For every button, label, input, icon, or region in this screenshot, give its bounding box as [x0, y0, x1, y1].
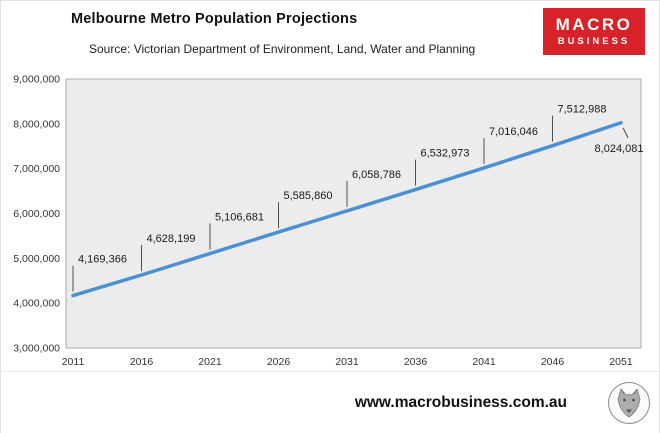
data-point-label: 6,058,786	[352, 169, 401, 181]
chart-area: 3,000,000 4,000,000 5,000,000 6,000,000 7,00…	[1, 71, 659, 371]
projection-line	[71, 121, 623, 298]
plot-area	[65, 78, 642, 349]
data-point-label: 4,169,366	[78, 254, 127, 266]
x-tick-label: 2026	[267, 356, 291, 368]
data-point-label: 7,016,046	[489, 126, 538, 138]
x-tick-label: 2036	[404, 356, 428, 368]
wolf-logo-icon	[607, 381, 651, 425]
population-projection-line-chart: 3,000,000 4,000,000 5,000,000 6,000,000 7,00…	[13, 74, 644, 369]
chart-header: Melbourne Metro Population Projections S…	[1, 1, 659, 71]
chart-title: Melbourne Metro Population Projections	[71, 11, 358, 27]
x-tick-label: 2046	[541, 356, 565, 368]
chart-footer: www.macrobusiness.com.au	[1, 371, 659, 433]
x-tick-label: 2021	[198, 356, 222, 368]
y-tick-label: 6,000,000	[13, 208, 60, 220]
y-tick-label: 8,000,000	[13, 118, 60, 130]
x-tick-label: 2051	[609, 356, 633, 368]
x-tick-label: 2031	[335, 356, 359, 368]
data-point-label: 6,532,973	[421, 148, 470, 160]
macrobusiness-logo: MACRO BUSINESS	[543, 8, 645, 55]
y-tick-label: 7,000,000	[13, 163, 60, 175]
logo-text-macro: MACRO	[555, 15, 633, 35]
y-tick-label: 3,000,000	[13, 343, 60, 355]
data-point-label: 8,024,081	[595, 143, 644, 155]
y-tick-label: 4,000,000	[13, 298, 60, 310]
data-point-label: 5,585,860	[284, 190, 333, 202]
y-tick-label: 5,000,000	[13, 253, 60, 265]
logo-text-business: BUSINESS	[557, 35, 631, 47]
data-point-label: 4,628,199	[147, 233, 196, 245]
y-tick-label: 9,000,000	[13, 74, 60, 86]
chart-source: Source: Victorian Department of Environm…	[89, 42, 476, 56]
x-tick-label: 2011	[62, 356, 85, 368]
x-tick-label: 2041	[472, 356, 496, 368]
x-tick-label: 2016	[130, 356, 154, 368]
website-url: www.macrobusiness.com.au	[354, 393, 567, 411]
data-point-label: 5,106,681	[215, 212, 264, 224]
data-point-label: 7,512,988	[558, 104, 607, 116]
label-leader-line	[622, 127, 629, 138]
